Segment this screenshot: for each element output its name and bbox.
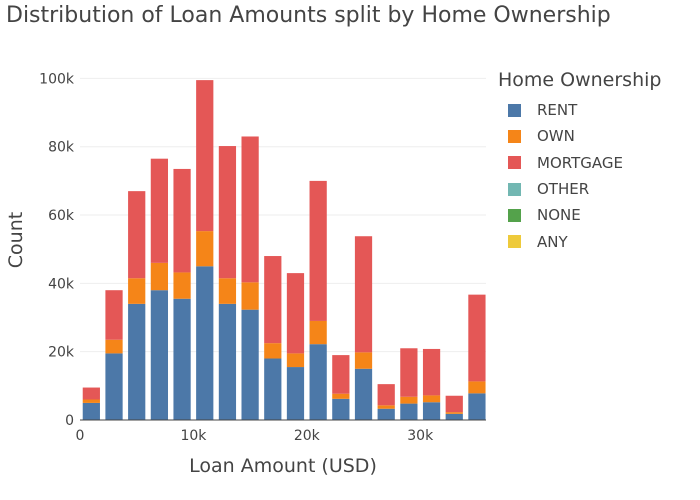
bar-rent[interactable] <box>128 303 146 420</box>
gridlines <box>80 77 486 353</box>
bar-own[interactable] <box>241 282 259 310</box>
bar-mortgage[interactable] <box>377 384 395 406</box>
bar-rent[interactable] <box>286 367 305 420</box>
bar-own[interactable] <box>354 352 373 369</box>
legend-title: Home Ownership <box>498 69 662 91</box>
bar-own[interactable] <box>309 320 327 345</box>
bar-rent[interactable] <box>468 393 486 420</box>
legend-swatch <box>508 129 521 143</box>
y-axis-title: Count <box>5 212 27 268</box>
legend-label: ANY <box>537 232 568 251</box>
bar-rent[interactable] <box>105 353 123 420</box>
legend-item-none[interactable]: NONE <box>508 202 661 228</box>
legend-swatch <box>508 208 521 222</box>
x-tick-label: 20k <box>294 428 321 444</box>
bar-own[interactable] <box>445 412 463 414</box>
bar-mortgage[interactable] <box>354 236 373 353</box>
legend-swatch <box>508 156 521 170</box>
y-axis: 0 20k 40k 60k 80k 100k <box>39 71 75 429</box>
x-axis: 0 10k 20k 30k <box>76 419 486 444</box>
bar-mortgage[interactable] <box>218 146 237 279</box>
bar-rent[interactable] <box>241 309 259 420</box>
legend-item-own[interactable]: OWN <box>508 123 661 149</box>
bar-rent[interactable] <box>218 303 237 420</box>
y-tick-label: 80k <box>48 140 75 156</box>
bar-rent[interactable] <box>150 290 169 420</box>
bar-own[interactable] <box>286 353 305 368</box>
bar-mortgage[interactable] <box>445 395 463 413</box>
bar-own[interactable] <box>400 396 418 404</box>
legend-label: RENT <box>537 101 578 120</box>
bar-mortgage[interactable] <box>468 294 486 382</box>
bar-mortgage[interactable] <box>241 136 259 283</box>
legend-item-any[interactable]: ANY <box>508 228 661 254</box>
bar-own[interactable] <box>150 262 169 291</box>
bar-mortgage[interactable] <box>422 348 441 396</box>
bar-own[interactable] <box>377 405 395 409</box>
bar-rent[interactable] <box>264 358 282 420</box>
legend: Home Ownership RENT OWN MORTGAGE OTHER NONE A… <box>498 69 661 255</box>
legend-swatch <box>508 182 521 196</box>
y-tick-label: 100k <box>39 71 75 87</box>
bar-rent[interactable] <box>82 402 100 420</box>
bar-own[interactable] <box>468 381 486 394</box>
bar-own[interactable] <box>332 393 350 399</box>
bar-own[interactable] <box>196 231 214 267</box>
bar-rent[interactable] <box>377 408 395 420</box>
bar-mortgage[interactable] <box>128 191 146 279</box>
legend-swatch <box>508 103 521 117</box>
bar-own[interactable] <box>173 272 191 299</box>
bars <box>82 80 486 420</box>
bar-own[interactable] <box>82 399 100 403</box>
x-axis-title: Loan Amount (USD) <box>189 455 377 477</box>
chart-title: Distribution of Loan Amounts split by Ho… <box>6 3 611 28</box>
legend-item-rent[interactable]: RENT <box>508 97 661 123</box>
bar-own[interactable] <box>264 343 282 359</box>
legend-item-other[interactable]: OTHER <box>508 176 661 202</box>
bar-rent[interactable] <box>445 413 463 420</box>
bar-rent[interactable] <box>173 298 191 420</box>
bar-rent[interactable] <box>196 266 214 420</box>
bar-mortgage[interactable] <box>264 256 282 344</box>
legend-label: OWN <box>537 127 575 146</box>
bar-rent[interactable] <box>309 344 327 420</box>
x-tick-label: 30k <box>407 428 434 444</box>
legend-item-mortgage[interactable]: MORTGAGE <box>508 150 661 176</box>
bar-mortgage[interactable] <box>309 180 327 321</box>
bar-mortgage[interactable] <box>173 168 191 273</box>
bar-mortgage[interactable] <box>82 387 100 400</box>
bar-rent[interactable] <box>400 403 418 420</box>
bar-mortgage[interactable] <box>105 290 123 340</box>
legend-swatch <box>508 235 521 249</box>
bar-mortgage[interactable] <box>400 348 418 397</box>
bar-mortgage[interactable] <box>286 273 305 354</box>
bar-mortgage[interactable] <box>332 355 350 394</box>
legend-label: OTHER <box>537 180 590 199</box>
bar-own[interactable] <box>218 278 237 304</box>
y-tick-label: 0 <box>65 413 74 429</box>
bar-own[interactable] <box>105 339 123 354</box>
legend-label: MORTGAGE <box>537 153 623 172</box>
bar-own[interactable] <box>128 278 146 304</box>
bar-own[interactable] <box>422 395 441 403</box>
y-tick-label: 60k <box>48 208 75 224</box>
bar-mortgage[interactable] <box>196 80 214 232</box>
x-tick-label: 10k <box>180 428 207 444</box>
x-tick-label: 0 <box>76 428 85 444</box>
y-tick-label: 40k <box>48 276 75 292</box>
legend-label: NONE <box>537 206 581 225</box>
bar-rent[interactable] <box>422 402 441 420</box>
bar-rent[interactable] <box>332 398 350 420</box>
y-tick-label: 20k <box>48 345 75 361</box>
bar-mortgage[interactable] <box>150 158 169 263</box>
bar-rent[interactable] <box>354 368 373 420</box>
